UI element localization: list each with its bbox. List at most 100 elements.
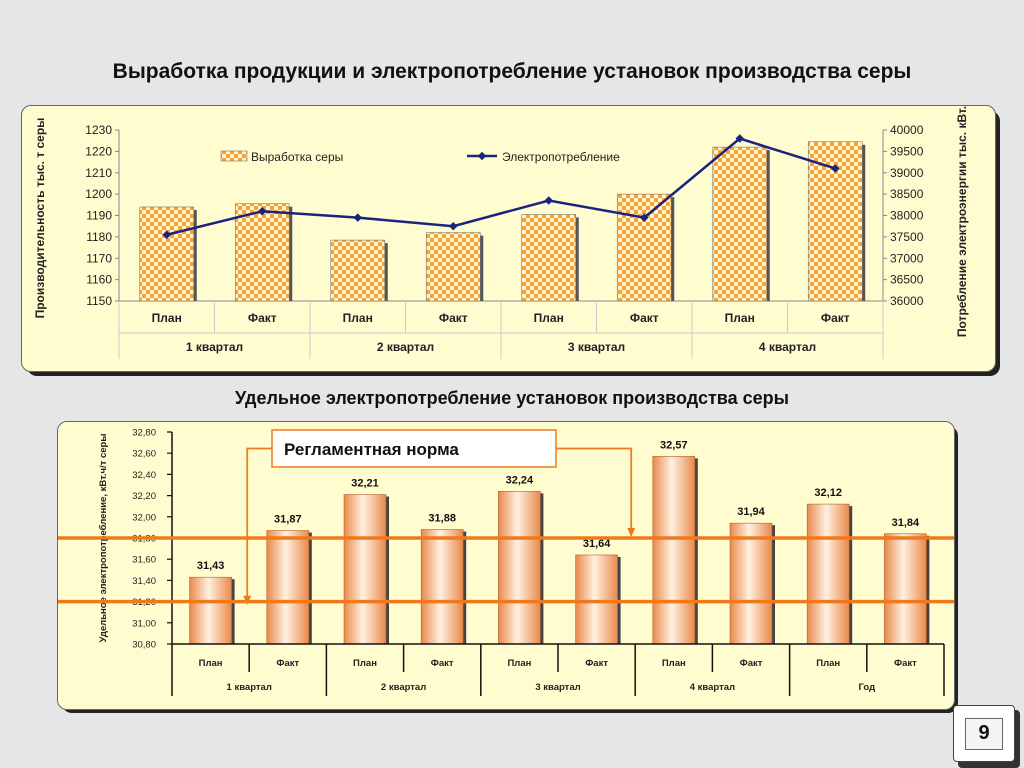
consumption-point — [162, 230, 171, 239]
specific-consumption-bar — [729, 522, 773, 645]
specific-consumption-bar — [884, 533, 927, 645]
y-tick-label-right: 40000 — [890, 123, 924, 137]
y-tick-label: 32,20 — [132, 491, 156, 502]
specific-consumption-bar — [806, 503, 850, 645]
y-tick-label-left: 1220 — [85, 144, 112, 158]
production-bar — [139, 206, 195, 302]
norm-callout-label: Регламентная норма — [284, 440, 459, 459]
y-tick-label: 32,00 — [132, 512, 156, 523]
y-tick-label-right: 39500 — [890, 144, 924, 158]
bar-value-label: 31,87 — [274, 514, 302, 526]
x-category-label: Факт — [276, 658, 299, 669]
y-tick-label-left: 1200 — [85, 187, 112, 201]
y-tick-label: 32,40 — [132, 470, 156, 481]
norm-arrow-left-head — [243, 595, 252, 605]
production-bar — [521, 214, 577, 302]
x-group-label: 2 квартал — [377, 340, 434, 354]
consumption-line — [166, 137, 836, 236]
specific-consumption-bar — [189, 576, 232, 645]
x-group-label: 1 квартал — [186, 340, 243, 354]
y-axis-title-right: Потребление электроэнергии тыс. кВт.ч — [955, 106, 969, 337]
bar-value-label: 32,21 — [351, 478, 379, 490]
production-bar — [234, 203, 290, 302]
specific-consumption-chart: 30,8031,0031,2031,4031,6031,8032,0032,20… — [58, 428, 954, 696]
x-group-label: 3 квартал — [535, 682, 580, 693]
y-tick-label-left: 1230 — [85, 123, 112, 137]
norm-arrow-right-head — [627, 527, 636, 537]
slide-title: Выработка продукции и электропотребление… — [112, 60, 912, 83]
page-number-box: 9 — [953, 705, 1015, 762]
specific-consumption-bar — [498, 491, 541, 645]
x-category-label: Факт — [894, 658, 917, 669]
production-bar — [330, 239, 386, 302]
y-tick-label-left: 1160 — [86, 273, 112, 287]
bar-value-label: 31,43 — [197, 560, 225, 572]
specific-consumption-bar — [420, 529, 464, 645]
x-group-label: 2 квартал — [381, 682, 426, 693]
bar-value-label: 32,12 — [814, 487, 842, 499]
x-category-label: Факт — [585, 658, 608, 669]
y-tick-label-right: 36500 — [890, 273, 924, 287]
y-tick-label: 31,40 — [132, 576, 156, 587]
y-tick-label: 31,00 — [132, 618, 156, 629]
specific-consumption-bar — [652, 456, 696, 645]
x-category-label: Факт — [821, 311, 850, 325]
legend-line-marker — [477, 151, 487, 161]
y-tick-label-left: 1150 — [86, 294, 112, 308]
chart1-panel: 1150 1160 1170 1180 1190 1200 1210 1220 1230 3600… — [21, 105, 996, 372]
consumption-point — [544, 196, 553, 205]
y-tick-label-right: 37000 — [890, 251, 924, 265]
production-consumption-chart: 1150 1160 1170 1180 1190 1200 1210 1220 1230 3600… — [33, 106, 969, 359]
x-group-label: Год — [858, 682, 875, 693]
x-group-label: 4 квартал — [759, 340, 816, 354]
y-tick-label-left: 1210 — [85, 166, 112, 180]
x-category-label: Факт — [740, 658, 763, 669]
y-tick-label-right: 39000 — [890, 166, 924, 180]
x-category-label: План — [816, 658, 840, 669]
x-category-label: План — [534, 311, 564, 325]
specific-consumption-bar — [266, 530, 310, 645]
production-bar — [712, 146, 768, 302]
y-tick-label-left: 1180 — [86, 230, 112, 244]
legend-bar-swatch — [220, 150, 248, 162]
x-category-label: Факт — [630, 311, 659, 325]
y-tick-label: 31,60 — [132, 555, 156, 566]
y-tick-label: 30,80 — [132, 640, 156, 651]
x-category-label: План — [353, 658, 377, 669]
x-category-label: Факт — [439, 311, 468, 325]
norm-arrow-right — [556, 447, 633, 536]
consumption-point — [353, 213, 362, 222]
bar-value-label: 31,84 — [892, 517, 920, 529]
x-category-label: Факт — [248, 311, 277, 325]
y-tick-label-right: 38000 — [890, 209, 924, 223]
x-group-label: 4 квартал — [690, 682, 735, 693]
y-tick-label-left: 1170 — [86, 251, 112, 265]
y-tick-label-left: 1190 — [86, 209, 112, 223]
x-group-label: 3 квартал — [568, 340, 625, 354]
legend-line-label: Электропотребление — [502, 150, 620, 164]
production-bar — [425, 232, 481, 302]
production-bar — [616, 193, 672, 302]
x-category-label: План — [662, 658, 686, 669]
x-category-label: План — [507, 658, 531, 669]
chart2-panel: 30,8031,0031,2031,4031,6031,8032,0032,20… — [57, 421, 955, 710]
norm-arrow-left — [246, 447, 272, 604]
consumption-point — [258, 206, 267, 216]
y-tick-label-right: 37500 — [890, 230, 924, 244]
y-tick-label-right: 38500 — [890, 187, 924, 201]
consumption-point — [449, 221, 458, 231]
y-tick-label: 32,60 — [132, 449, 156, 460]
page-number: 9 — [965, 717, 1003, 750]
x-category-label: План — [343, 311, 373, 325]
y-tick-label: 32,80 — [132, 428, 156, 439]
x-category-label: План — [152, 311, 182, 325]
specific-consumption-bar — [343, 494, 387, 645]
bar-value-label: 31,94 — [737, 506, 765, 518]
x-category-label: План — [725, 311, 755, 325]
bar-value-label: 32,24 — [506, 474, 534, 486]
norm-callout-box — [271, 429, 557, 468]
y-tick-label-right: 36000 — [890, 294, 924, 308]
x-group-label: 1 квартал — [227, 682, 272, 693]
x-category-label: Факт — [431, 658, 454, 669]
specific-consumption-bar — [575, 554, 618, 645]
